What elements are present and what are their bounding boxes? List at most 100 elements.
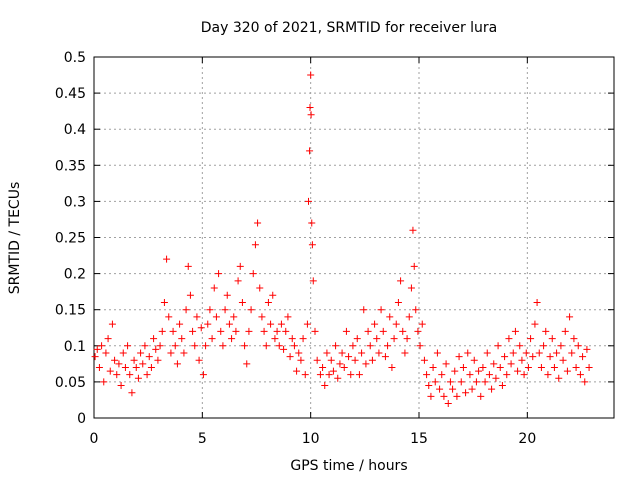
- data-point: [431, 378, 439, 386]
- data-point: [264, 298, 272, 306]
- data-point: [258, 313, 266, 321]
- data-point: [93, 345, 101, 353]
- data-point: [102, 349, 110, 357]
- data-point: [410, 262, 418, 270]
- data-point: [496, 363, 504, 371]
- data-point: [418, 320, 426, 328]
- data-point: [219, 342, 227, 350]
- data-point: [271, 335, 279, 343]
- data-point: [522, 349, 530, 357]
- data-point: [492, 374, 500, 382]
- y-tick-label: 0.25: [55, 231, 86, 247]
- data-point: [234, 277, 242, 285]
- data-point: [540, 342, 548, 350]
- data-point: [204, 320, 212, 328]
- data-point: [193, 313, 201, 321]
- data-point: [516, 342, 524, 350]
- y-tick-label: 0.15: [55, 303, 86, 319]
- data-point: [520, 371, 528, 379]
- data-point: [494, 342, 502, 350]
- data-point: [167, 349, 175, 357]
- data-point: [427, 392, 435, 400]
- data-point: [399, 327, 407, 335]
- data-point: [518, 356, 526, 364]
- data-point: [475, 367, 483, 375]
- data-point: [345, 353, 353, 361]
- data-point: [401, 349, 409, 357]
- data-point: [507, 360, 515, 368]
- data-point: [488, 385, 496, 393]
- data-point: [306, 147, 314, 155]
- data-point: [305, 197, 312, 205]
- data-point: [169, 327, 177, 335]
- data-point: [388, 363, 396, 371]
- data-point: [308, 241, 316, 249]
- data-point: [280, 345, 288, 353]
- data-point: [223, 291, 231, 299]
- data-point: [531, 320, 539, 328]
- data-point: [373, 335, 381, 343]
- x-tick-label: 15: [410, 431, 428, 447]
- data-point: [394, 298, 402, 306]
- data-point: [277, 320, 285, 328]
- y-tick-label: 0.3: [64, 194, 86, 210]
- data-point: [241, 342, 249, 350]
- data-point: [275, 342, 283, 350]
- data-point: [230, 313, 238, 321]
- data-point: [397, 277, 405, 285]
- data-point: [420, 356, 428, 364]
- data-point: [256, 284, 264, 292]
- data-point: [364, 327, 372, 335]
- data-point: [466, 371, 474, 379]
- data-point: [505, 335, 513, 343]
- data-point: [444, 400, 452, 408]
- data-point: [308, 219, 316, 227]
- data-point: [307, 71, 315, 79]
- data-point: [355, 371, 363, 379]
- data-point: [371, 320, 379, 328]
- data-point: [576, 371, 584, 379]
- data-point: [232, 327, 240, 335]
- data-point: [184, 262, 192, 270]
- data-point: [349, 342, 357, 350]
- data-point: [124, 342, 132, 350]
- data-point: [409, 226, 417, 234]
- data-point: [225, 320, 233, 328]
- data-point: [319, 363, 327, 371]
- data-point: [414, 327, 422, 335]
- data-point: [197, 324, 205, 332]
- data-point: [158, 327, 166, 335]
- data-point: [325, 371, 333, 379]
- data-point: [542, 327, 550, 335]
- data-point: [126, 371, 134, 379]
- data-point: [297, 356, 305, 364]
- data-point: [464, 349, 472, 357]
- data-point: [568, 349, 576, 357]
- data-point: [392, 320, 400, 328]
- data-point: [309, 277, 317, 285]
- data-point: [559, 356, 567, 364]
- data-point: [98, 342, 106, 350]
- data-point: [429, 363, 437, 371]
- data-point: [321, 382, 329, 390]
- data-point: [553, 349, 561, 357]
- data-point: [449, 385, 457, 393]
- y-tick-label: 0.5: [64, 50, 86, 66]
- data-point: [210, 284, 218, 292]
- x-tick-label: 20: [518, 431, 536, 447]
- data-point: [561, 327, 569, 335]
- data-point: [498, 382, 506, 390]
- data-point: [585, 363, 593, 371]
- data-point: [171, 342, 179, 350]
- data-point: [208, 335, 216, 343]
- data-point: [353, 335, 361, 343]
- data-point: [563, 367, 571, 375]
- data-point: [483, 349, 491, 357]
- y-tick-label: 0.35: [55, 158, 86, 174]
- data-point: [186, 291, 194, 299]
- data-point: [535, 349, 543, 357]
- data-point: [221, 306, 229, 314]
- data-point: [295, 349, 303, 357]
- chart-title: Day 320 of 2021, SRMTID for receiver lur…: [201, 20, 498, 36]
